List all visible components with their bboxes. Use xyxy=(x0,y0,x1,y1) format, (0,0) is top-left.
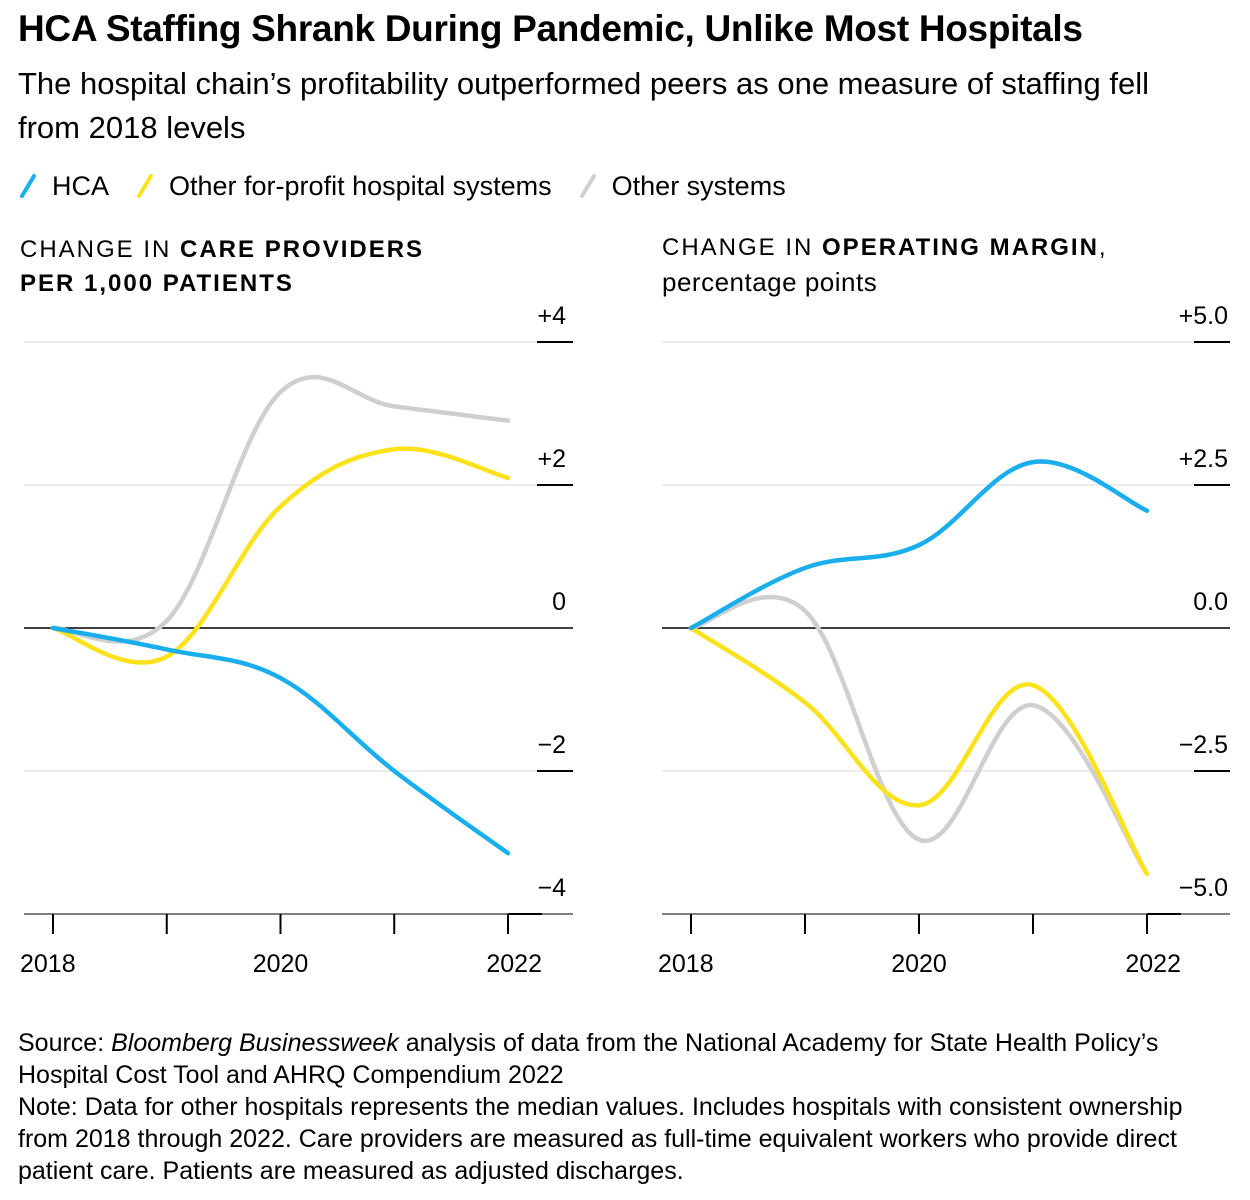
legend-item-hca: HCA xyxy=(18,171,109,202)
right-series-other-systems xyxy=(688,594,1150,877)
right-x-tick-label: 2018 xyxy=(658,950,714,978)
right-panel-label: CHANGE IN OPERATING MARGIN, percentage p… xyxy=(662,231,1108,301)
source-publication: Bloomberg Businessweek xyxy=(111,1029,399,1057)
right-label-bold-1: OPERATING MARGIN xyxy=(822,234,1099,261)
right-y-tick-label: +2.5 xyxy=(1179,445,1228,473)
legend-label-other-systems: Other systems xyxy=(611,170,786,201)
right-y-tick-label: +5.0 xyxy=(1179,302,1228,330)
right-label-prefix: CHANGE IN xyxy=(662,234,823,261)
left-series-hca xyxy=(50,625,511,856)
left-x-tick-label: 2020 xyxy=(253,950,309,978)
note-text: Note: Data for other hospitals represent… xyxy=(18,1093,1183,1185)
left-y-tick-label: +2 xyxy=(537,445,566,473)
left-y-tick-label: +4 xyxy=(537,302,566,330)
charts-canvas: +4 +2 0 −2 −4 2018 2020 2022 +5.0 +2.5 0.0 −2.5 −5.0… xyxy=(20,302,1230,978)
left-series-other-systems xyxy=(50,374,511,644)
left-label-bold-2: PER 1,000 PATIENTS xyxy=(20,270,294,297)
right-y-tick-label: −5.0 xyxy=(1179,874,1228,902)
right-label-suffix: , xyxy=(1098,234,1108,261)
legend-swatch-other-systems xyxy=(579,174,596,198)
legend-swatch-hca xyxy=(20,174,36,198)
right-chart: +5.0 +2.5 0.0 −2.5 −5.0 2018 2020 2022 xyxy=(658,302,1230,978)
right-y-tick-label: 0.0 xyxy=(1193,588,1228,616)
right-x-tick-label: 2020 xyxy=(891,950,947,978)
left-y-tick-label: 0 xyxy=(552,588,566,616)
legend-item-other-for-profit: Other for-profit hospital systems xyxy=(135,171,552,202)
left-panel-label: CHANGE IN CARE PROVIDERS PER 1,000 PATIE… xyxy=(20,233,424,301)
source-text: analysis of data from the National Acade… xyxy=(18,1029,1159,1089)
source-prefix: Source: xyxy=(18,1029,112,1057)
legend-item-other-systems: Other systems xyxy=(578,171,786,202)
left-label-prefix: CHANGE IN xyxy=(20,236,181,263)
legend-swatch-other-for-profit xyxy=(137,174,154,198)
left-x-tick-label: 2022 xyxy=(486,950,542,978)
left-x-tick-label: 2018 xyxy=(20,950,76,978)
left-chart: +4 +2 0 −2 −4 2018 2020 2022 xyxy=(20,302,573,978)
left-label-bold-1: CARE PROVIDERS xyxy=(180,236,425,263)
left-y-tick-label: −4 xyxy=(537,874,566,902)
left-series-other-for-profit-hospital-systems xyxy=(50,446,511,665)
chart-title: HCA Staffing Shrank During Pandemic, Unl… xyxy=(18,8,1083,49)
right-series-other-for-profit-hospital-systems xyxy=(688,625,1150,877)
legend: HCA Other for-profit hospital systems Ot… xyxy=(18,166,812,206)
right-label-line2: percentage points xyxy=(662,267,878,297)
footer: Source: Bloomberg Businessweek analysis … xyxy=(18,1027,1233,1187)
left-y-tick-label: −2 xyxy=(537,731,566,759)
legend-label-other-for-profit: Other for-profit hospital systems xyxy=(169,170,552,201)
right-series-hca xyxy=(688,459,1150,631)
right-x-tick-label: 2022 xyxy=(1125,950,1181,978)
legend-label-hca: HCA xyxy=(52,170,110,201)
chart-subtitle: The hospital chain’s profitability outpe… xyxy=(18,66,1149,145)
right-y-tick-label: −2.5 xyxy=(1179,731,1228,759)
